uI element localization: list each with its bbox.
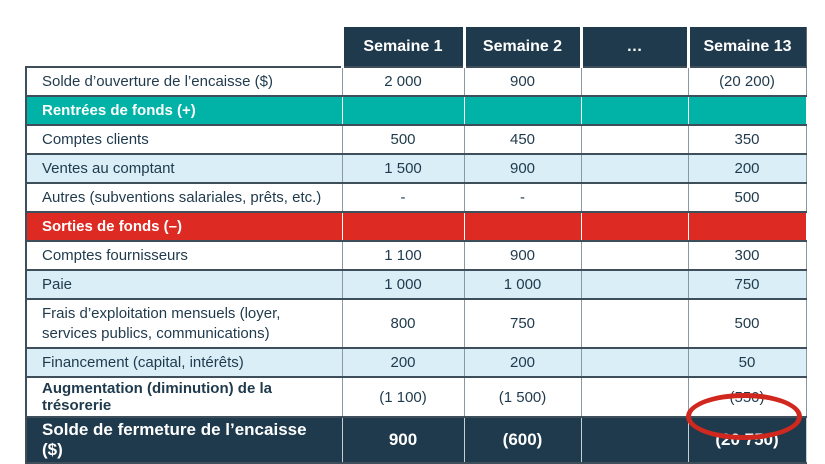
column-header-semaine-13: Semaine 13 [686, 27, 807, 67]
row-label: Ventes au comptant [25, 153, 342, 183]
table-row-financing: Financement (capital, intérêts) 200 200 … [25, 347, 807, 377]
value-cell [580, 95, 688, 125]
value-cell: 1 000 [341, 269, 464, 299]
value-cell [341, 211, 464, 241]
table-row-accounts-payable: Comptes fournisseurs 1 100 900 300 [25, 240, 807, 270]
value-cell: 500 [687, 298, 807, 348]
table-row-operating-expenses: Frais d’exploitation mensuels (loyer, se… [25, 298, 807, 348]
value-cell: 900 [463, 240, 581, 270]
value-cell [580, 298, 688, 348]
table-row-section-inflows: Rentrées de fonds (+) [25, 95, 807, 125]
row-label: Rentrées de fonds (+) [25, 95, 342, 125]
value-cell: 750 [463, 298, 581, 348]
cashflow-table: Semaine 1 Semaine 2 … Semaine 13 Solde d… [25, 27, 807, 464]
value-cell: 1 100 [341, 240, 464, 270]
value-cell [580, 211, 688, 241]
value-cell [687, 95, 807, 125]
value-cell-circled: (20 750) [687, 416, 807, 464]
value-cell [341, 95, 464, 125]
value-cell [580, 153, 688, 183]
value-cell: - [463, 182, 581, 212]
value-cell: 200 [341, 347, 464, 377]
row-label: Solde de fermeture de l’encaisse ($) [25, 416, 342, 464]
table-row-payroll: Paie 1 000 1 000 750 [25, 269, 807, 299]
value-cell: 900 [463, 66, 581, 96]
value-cell: (600) [463, 416, 581, 464]
row-label: Augmentation (diminution) de la trésorer… [25, 376, 342, 417]
value-cell: 1 500 [341, 153, 464, 183]
value-cell: (550) [687, 376, 807, 417]
value-cell: 450 [463, 124, 581, 154]
row-label: Comptes fournisseurs [25, 240, 342, 270]
value-cell: 500 [341, 124, 464, 154]
value-cell: (20 200) [687, 66, 807, 96]
value-cell: (1 500) [463, 376, 581, 417]
value-cell [580, 416, 688, 464]
value-cell: 50 [687, 347, 807, 377]
table-row-closing-balance: Solde de fermeture de l’encaisse ($) 900… [25, 416, 807, 464]
corner-cell [26, 27, 342, 67]
value-cell: 900 [341, 416, 464, 464]
value-cell: - [341, 182, 464, 212]
row-label: Financement (capital, intérêts) [25, 347, 342, 377]
value-cell: 200 [463, 347, 581, 377]
value-cell: (1 100) [341, 376, 464, 417]
value-cell: 800 [341, 298, 464, 348]
value-cell: 300 [687, 240, 807, 270]
row-label: Sorties de fonds (–) [25, 211, 342, 241]
value-cell [580, 66, 688, 96]
value-cell: 900 [463, 153, 581, 183]
value-cell [580, 124, 688, 154]
row-label: Paie [25, 269, 342, 299]
table-row-opening-balance: Solde d’ouverture de l’encaisse ($) 2 00… [25, 66, 807, 96]
table-row-net-change: Augmentation (diminution) de la trésorer… [25, 376, 807, 417]
table-row-cash-sales: Ventes au comptant 1 500 900 200 [25, 153, 807, 183]
row-label: Frais d’exploitation mensuels (loyer, se… [25, 298, 342, 348]
row-label: Solde d’ouverture de l’encaisse ($) [25, 66, 342, 96]
column-header-ellipsis: … [579, 27, 688, 67]
column-header-semaine-2: Semaine 2 [462, 27, 581, 67]
value-cell: 500 [687, 182, 807, 212]
value-cell: 750 [687, 269, 807, 299]
value-cell [580, 240, 688, 270]
value-cell [580, 347, 688, 377]
column-header-semaine-1: Semaine 1 [340, 27, 464, 67]
header-row: Semaine 1 Semaine 2 … Semaine 13 [26, 27, 807, 67]
value-cell: 200 [687, 153, 807, 183]
table-row-section-outflows: Sorties de fonds (–) [25, 211, 807, 241]
value-cell [687, 211, 807, 241]
value-cell: 1 000 [463, 269, 581, 299]
value-cell [580, 269, 688, 299]
table-row-other-inflows: Autres (subventions salariales, prêts, e… [25, 182, 807, 212]
value-cell: 350 [687, 124, 807, 154]
value-cell [580, 182, 688, 212]
value-cell [463, 95, 581, 125]
value-cell: 2 000 [341, 66, 464, 96]
value-cell [463, 211, 581, 241]
table-row-accounts-receivable: Comptes clients 500 450 350 [25, 124, 807, 154]
row-label: Autres (subventions salariales, prêts, e… [25, 182, 342, 212]
value-cell [580, 376, 688, 417]
row-label: Comptes clients [25, 124, 342, 154]
